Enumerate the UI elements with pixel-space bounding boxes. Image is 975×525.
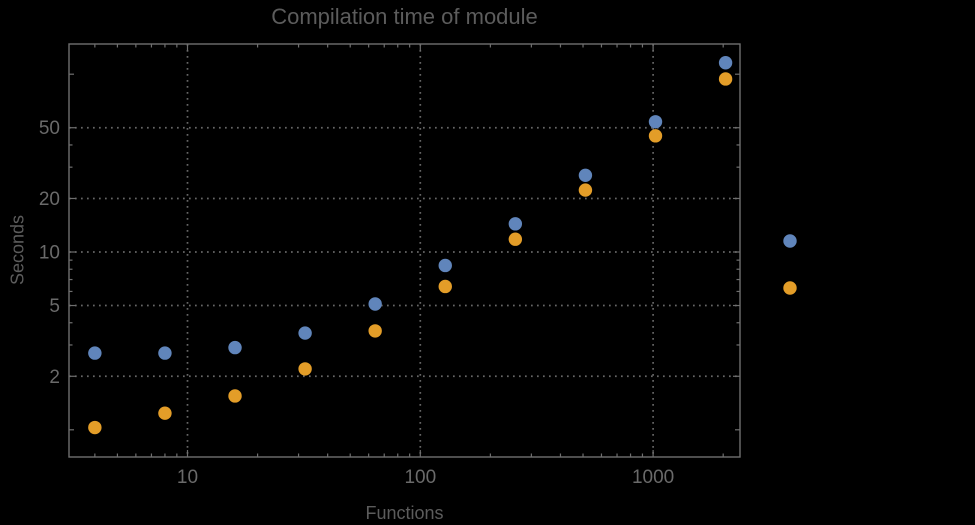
chart-title: Compilation time of module bbox=[271, 4, 538, 29]
point-series-1-blue-x8 bbox=[158, 346, 172, 360]
point-series-2-orange-x256 bbox=[508, 232, 523, 246]
y-tick-label-50: 50 bbox=[39, 118, 60, 139]
point-series-1-blue-x16 bbox=[228, 340, 242, 355]
point-series-1-blue-x1024 bbox=[648, 115, 663, 129]
point-series-1-blue-x512 bbox=[578, 168, 593, 183]
point-series-1-blue-x32 bbox=[298, 326, 312, 340]
legend-marker-series-1 bbox=[783, 234, 797, 248]
point-series-1-blue-x4 bbox=[88, 346, 102, 360]
legend-marker-series-2 bbox=[783, 281, 797, 295]
point-series-1-blue-x128 bbox=[438, 258, 452, 273]
point-series-2-orange-x64 bbox=[368, 324, 382, 338]
y-tick-label-2: 2 bbox=[49, 367, 60, 388]
x-tick-label-10: 10 bbox=[177, 467, 198, 488]
point-series-1-blue-x64 bbox=[368, 297, 382, 311]
plot-frame bbox=[68, 43, 741, 458]
point-series-2-orange-x512 bbox=[578, 183, 593, 197]
point-series-2-orange-x128 bbox=[438, 279, 452, 294]
point-series-2-orange-x4 bbox=[88, 420, 102, 435]
point-series-1-blue-x2048 bbox=[718, 56, 733, 70]
y-tick-label-5: 5 bbox=[49, 296, 60, 317]
x-tick-label-1000: 1000 bbox=[632, 467, 674, 488]
point-series-2-orange-x16 bbox=[228, 389, 242, 403]
y-tick-label-20: 20 bbox=[39, 189, 60, 210]
point-series-2-orange-x32 bbox=[298, 362, 312, 376]
x-tick-label-100: 100 bbox=[404, 467, 436, 488]
point-series-2-orange-x2048 bbox=[718, 72, 733, 86]
y-tick-label-10: 10 bbox=[39, 243, 60, 264]
point-series-2-orange-x8 bbox=[158, 406, 172, 420]
x-axis-title: Functions bbox=[365, 503, 444, 523]
point-series-1-blue-x256 bbox=[508, 217, 523, 231]
point-series-2-orange-x1024 bbox=[648, 129, 663, 143]
